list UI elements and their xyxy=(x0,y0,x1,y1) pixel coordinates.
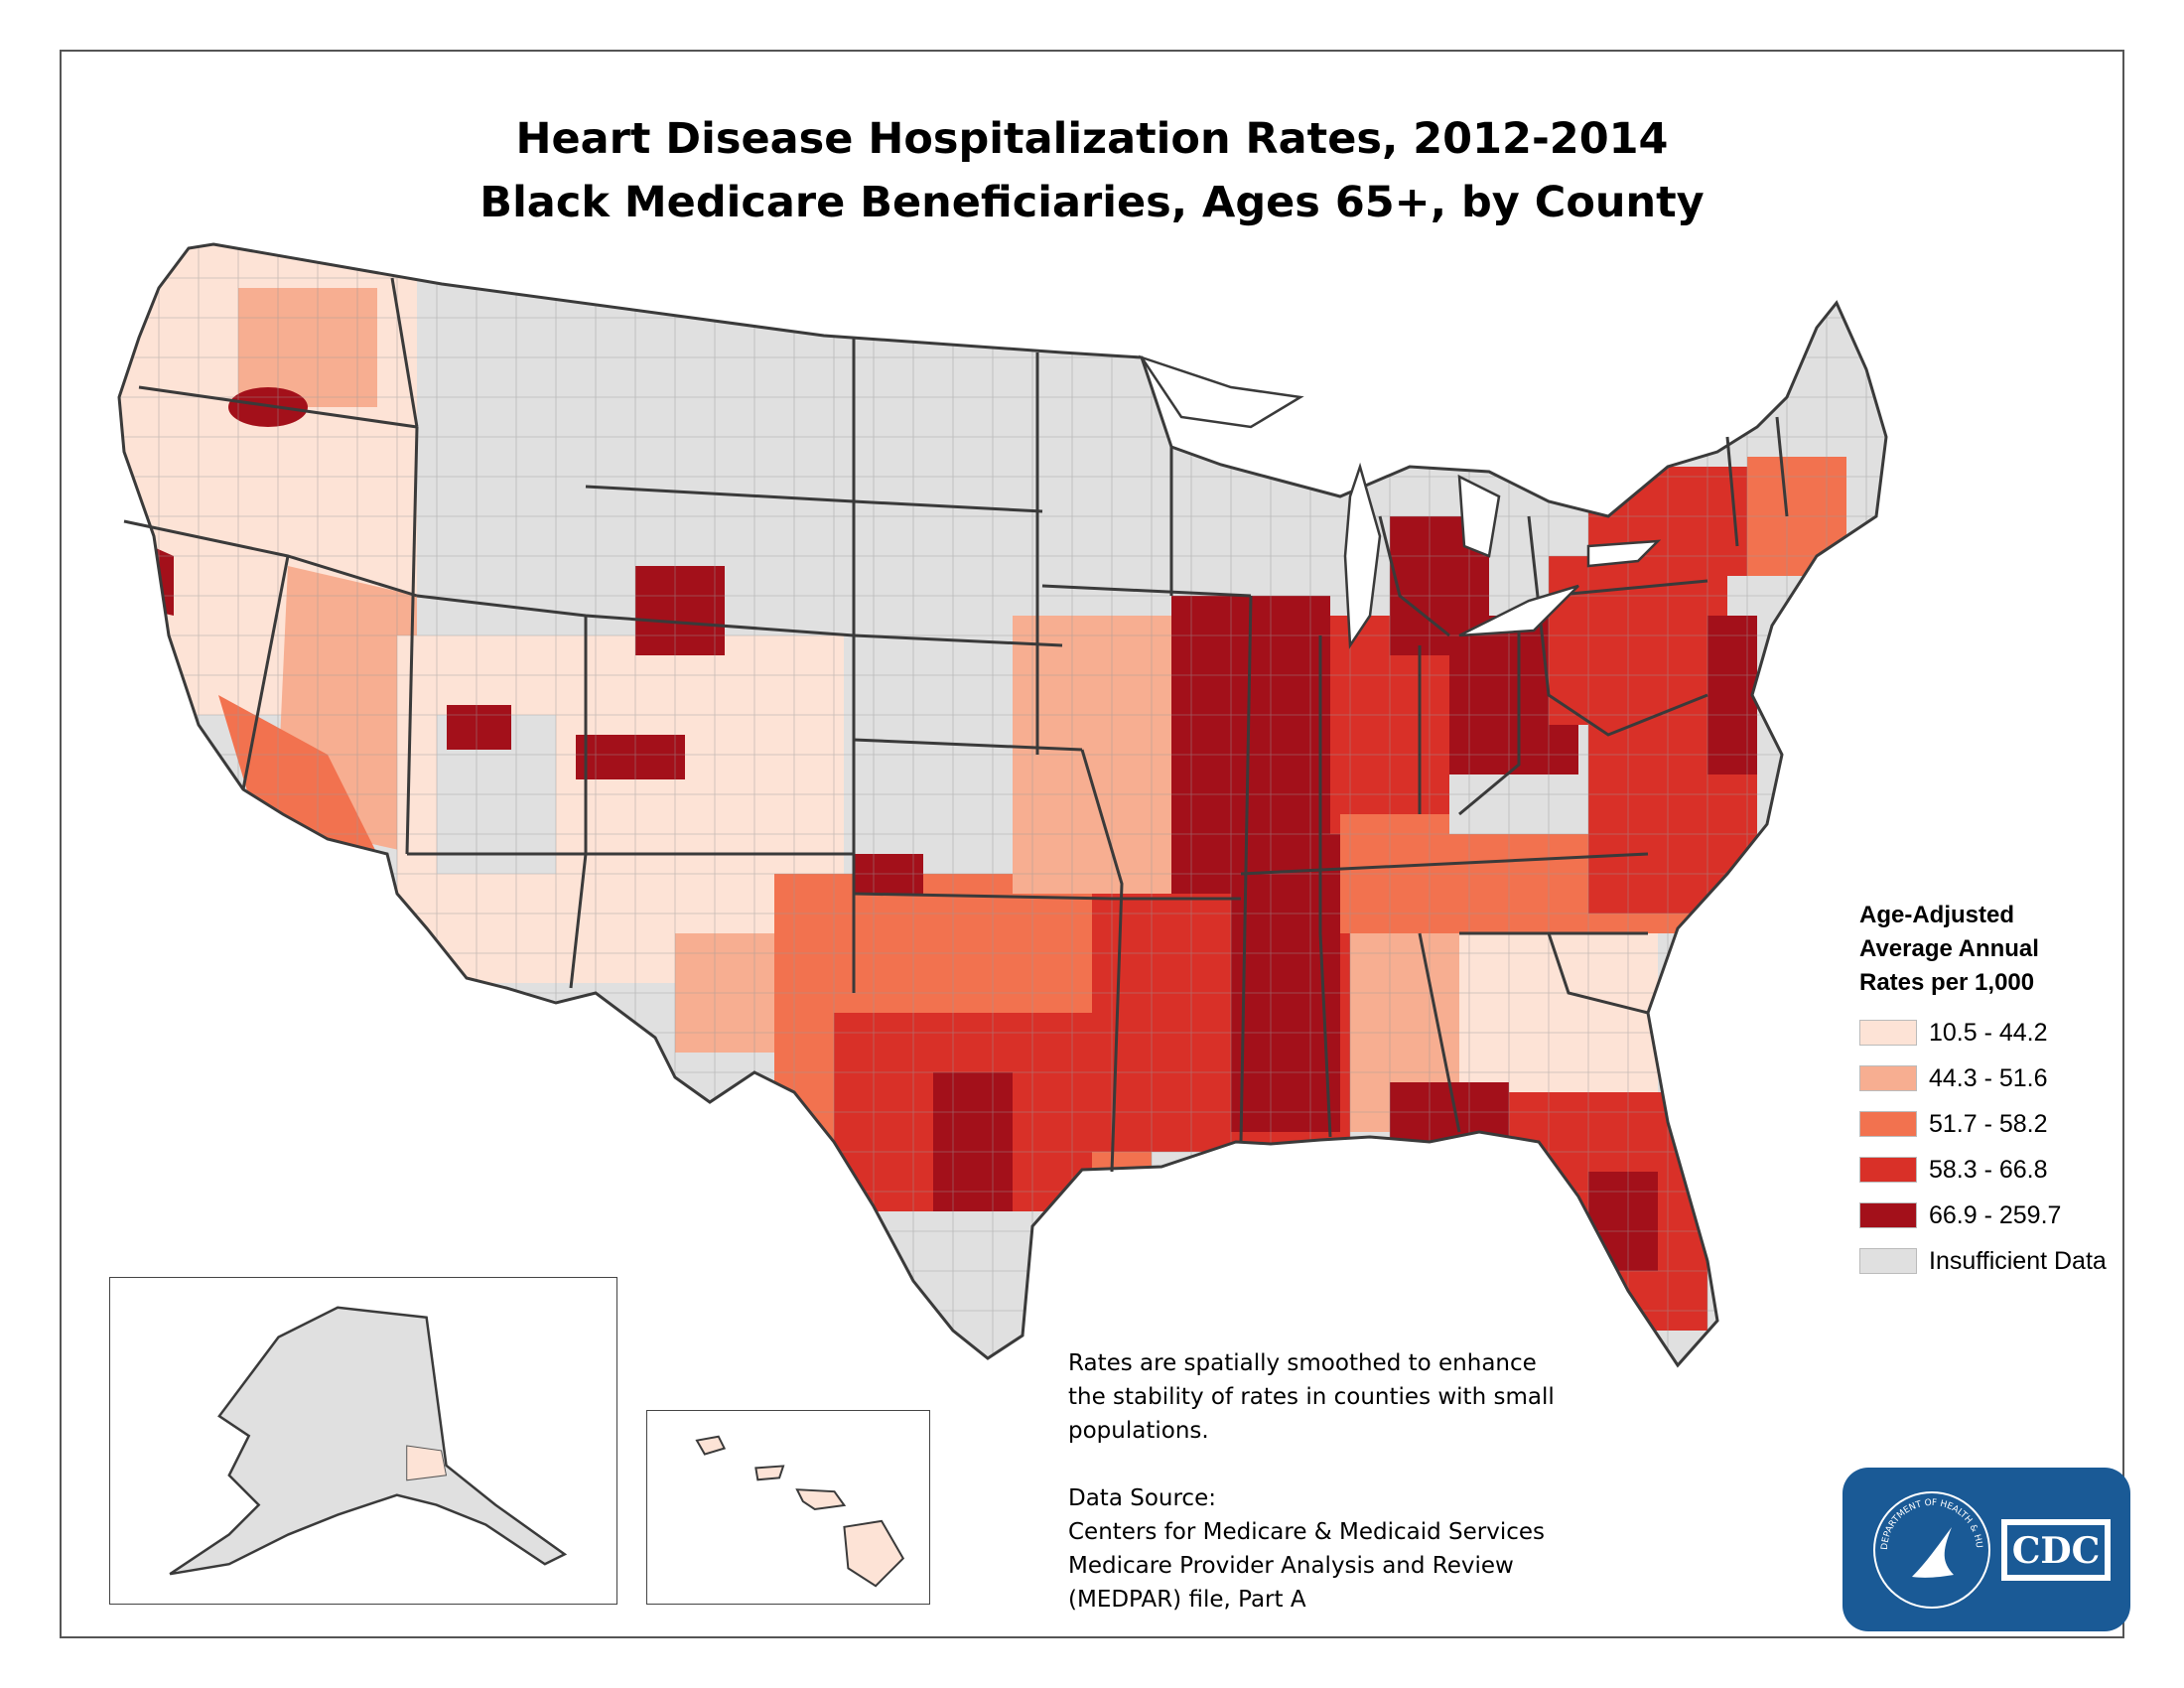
alaska-shape xyxy=(169,1306,568,1576)
legend-label: 51.7 - 58.2 xyxy=(1929,1109,2048,1138)
lake-erie xyxy=(1458,584,1579,637)
legend-title-line-1: Age-Adjusted xyxy=(1859,902,2014,928)
region-washington-interior xyxy=(238,288,377,407)
legend-label: 66.9 - 259.7 xyxy=(1929,1200,2062,1229)
hawaii-inset xyxy=(646,1410,930,1605)
hhs-seal-ring xyxy=(1873,1491,1990,1609)
legend-swatch xyxy=(1859,1248,1917,1274)
region-new-jersey-delaware xyxy=(1707,616,1757,774)
source-line-3: Medicare Provider Analysis and Review xyxy=(1068,1553,1514,1579)
legend-item: 58.3 - 66.8 xyxy=(1859,1147,2107,1193)
legend-title: Age-Adjusted Average Annual Rates per 1,… xyxy=(1859,899,2107,1000)
legend-label: 58.3 - 66.8 xyxy=(1929,1155,2048,1184)
data-source: Data Source: Centers for Medicare & Medi… xyxy=(1068,1481,1545,1617)
region-colorado-west xyxy=(576,735,685,779)
island-kauai xyxy=(695,1435,727,1456)
cdc-logo: DEPARTMENT OF HEALTH & HUMAN SERVICES • … xyxy=(1843,1468,2130,1631)
region-salt-lake xyxy=(447,705,511,750)
cdc-wordmark: CDC xyxy=(2012,1530,2101,1572)
title-line-1: Heart Disease Hospitalization Rates, 201… xyxy=(515,114,1669,164)
lake-huron xyxy=(1457,474,1501,558)
logo-graphic: DEPARTMENT OF HEALTH & HUMAN SERVICES • … xyxy=(1843,1468,2111,1609)
legend-swatch xyxy=(1859,1157,1917,1183)
region-central-florida xyxy=(1588,1172,1658,1271)
eagle-icon xyxy=(1912,1527,1954,1578)
alaska-inset xyxy=(109,1277,617,1605)
hhs-seal-text: DEPARTMENT OF HEALTH & HUMAN SERVICES • … xyxy=(1843,1468,1983,1550)
alaska-anchorage-region xyxy=(406,1445,448,1481)
legend-title-line-3: Rates per 1,000 xyxy=(1859,969,2035,996)
hhs-seal-textpath: DEPARTMENT OF HEALTH & HUMAN SERVICES • … xyxy=(1843,1468,1983,1550)
title-line-2: Black Medicare Beneficiaries, Ages 65+, … xyxy=(479,178,1705,227)
hawaii-map xyxy=(695,1435,905,1588)
legend-item: Insufficient Data xyxy=(1859,1238,2107,1284)
note-line-3: populations. xyxy=(1068,1418,1209,1444)
note-line-1: Rates are spatially smoothed to enhance xyxy=(1068,1350,1537,1376)
state-borders xyxy=(117,242,1888,1368)
note-line-2: the stability of rates in counties with … xyxy=(1068,1384,1555,1410)
island-maui xyxy=(795,1488,847,1511)
legend-item: 10.5 - 44.2 xyxy=(1859,1010,2107,1055)
legend-label: 44.3 - 51.6 xyxy=(1929,1063,2048,1092)
region-houston xyxy=(933,1072,1013,1211)
great-lakes xyxy=(1138,354,1662,649)
legend-swatch xyxy=(1859,1111,1917,1137)
legend-item: 44.3 - 51.6 xyxy=(1859,1055,2107,1101)
source-line-4: (MEDPAR) file, Part A xyxy=(1068,1587,1306,1613)
legend-item: 66.9 - 259.7 xyxy=(1859,1193,2107,1238)
island-oahu xyxy=(754,1465,785,1481)
map-title: Heart Disease Hospitalization Rates, 201… xyxy=(60,107,2124,234)
alaska-map xyxy=(169,1306,568,1576)
source-line-2: Centers for Medicare & Medicaid Services xyxy=(1068,1519,1546,1545)
region-pennsylvania xyxy=(1549,556,1727,725)
lake-superior xyxy=(1138,354,1304,429)
legend-label: 10.5 - 44.2 xyxy=(1929,1018,2048,1047)
legend-swatch xyxy=(1859,1202,1917,1228)
lake-ontario xyxy=(1586,539,1662,568)
legend-label: Insufficient Data xyxy=(1929,1246,2107,1275)
source-line-1: Data Source: xyxy=(1068,1485,1216,1511)
legend-item: 51.7 - 58.2 xyxy=(1859,1101,2107,1147)
legend-swatch xyxy=(1859,1020,1917,1046)
cdc-box-inner xyxy=(2007,1525,2105,1575)
map-frame xyxy=(60,50,2124,1638)
legend-swatch xyxy=(1859,1065,1917,1091)
island-hawaii xyxy=(843,1519,905,1588)
smoothing-note: Rates are spatially smoothed to enhance … xyxy=(1068,1346,1604,1448)
legend-title-line-2: Average Annual xyxy=(1859,935,2039,962)
lake-michigan xyxy=(1343,462,1382,649)
region-wyoming xyxy=(635,566,725,655)
legend: Age-Adjusted Average Annual Rates per 1,… xyxy=(1859,899,2107,1284)
